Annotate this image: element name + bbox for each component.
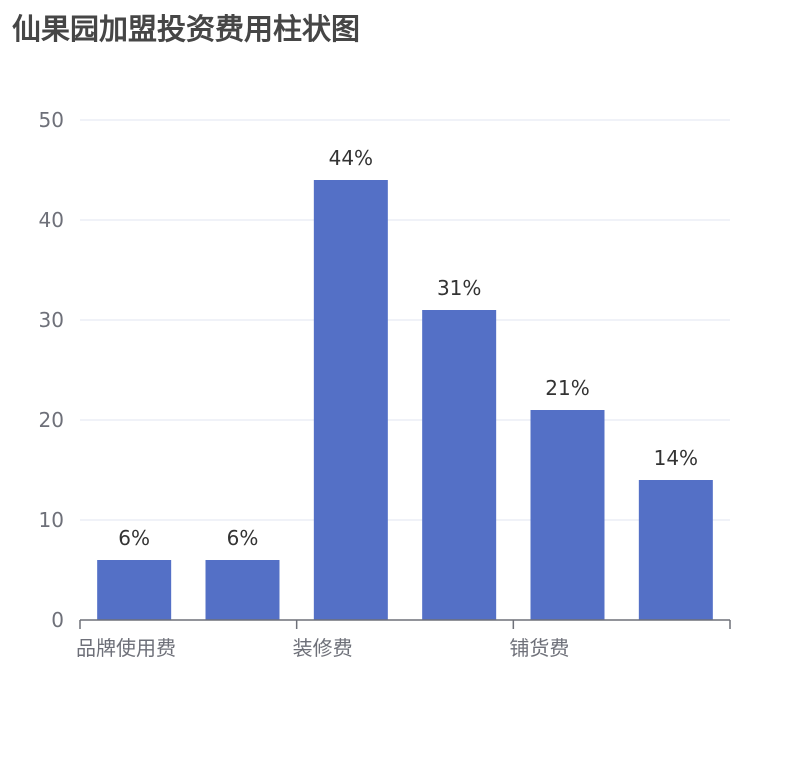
chart-title: 仙果园加盟投资费用柱状图 [12, 12, 361, 46]
data-label: 44% [329, 146, 373, 170]
x-tick-label: 装修费 [293, 636, 353, 660]
y-tick-label: 50 [39, 108, 64, 132]
bar [313, 180, 388, 620]
y-tick-label: 10 [39, 508, 64, 532]
data-label: 14% [654, 446, 698, 470]
bar [422, 310, 497, 620]
x-tick-label: 铺货费 [509, 636, 569, 660]
data-label: 31% [437, 276, 481, 300]
bar [205, 560, 280, 620]
y-tick-label: 0 [51, 608, 64, 632]
data-label: 6% [118, 526, 150, 550]
y-tick-label: 40 [39, 208, 64, 232]
y-tick-label: 20 [39, 408, 64, 432]
bar [97, 560, 172, 620]
bar [530, 410, 605, 620]
y-tick-label: 30 [39, 308, 64, 332]
data-label: 6% [227, 526, 259, 550]
bar [638, 480, 713, 620]
data-label: 21% [545, 376, 589, 400]
x-tick-label: 品牌使用费 [76, 636, 176, 660]
